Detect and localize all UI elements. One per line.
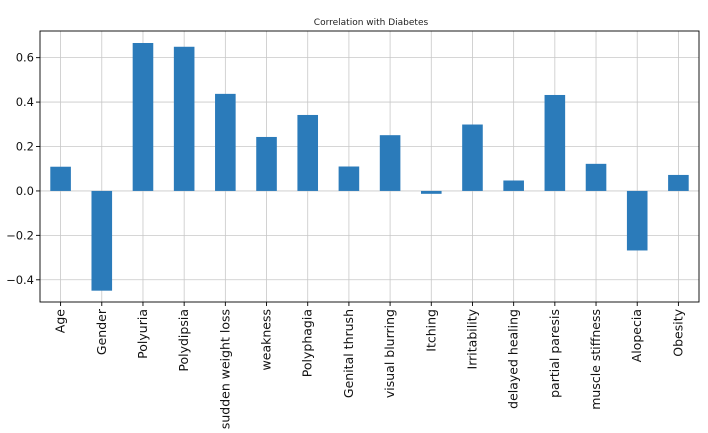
bar-polyuria: [132, 42, 154, 191]
bar-age: [50, 166, 71, 191]
bar-polydipsia: [173, 46, 195, 191]
x-tick-label: Irritability: [464, 308, 479, 369]
bar-visual-blurring: [379, 135, 401, 191]
x-tick-label: Alopecia: [629, 309, 644, 362]
bar-gender: [91, 190, 113, 291]
bar-delayed-healing: [503, 180, 524, 191]
x-tick-label: Obesity: [670, 308, 685, 356]
bar-sudden-weight-loss: [215, 93, 236, 191]
x-tick-label: Polyphagia: [300, 309, 315, 377]
bar-alopecia: [626, 190, 648, 251]
y-tick-label: 0.4: [16, 95, 34, 109]
x-tick-label: partial paresis: [547, 309, 562, 398]
x-tick-label: Gender: [94, 308, 109, 355]
bar-genital-thrush: [338, 166, 360, 191]
x-tick-label: Itching: [423, 309, 438, 352]
y-tick-label: 0.6: [16, 51, 34, 65]
bar-partial-paresis: [544, 94, 566, 191]
x-axis: Age Gender Polyuria Polydipsia sudden weight…: [53, 302, 685, 429]
y-tick-label: 0.0: [16, 184, 34, 198]
x-tick-label: sudden weight loss: [217, 309, 232, 429]
x-tick-label: Age: [53, 309, 68, 333]
x-tick-label: delayed healing: [506, 309, 521, 409]
bar-irritability: [462, 124, 483, 191]
chart-title: Correlation with Diabetes: [314, 18, 429, 28]
y-tick-label: −0.2: [6, 228, 34, 242]
x-tick-label: visual blurring: [382, 309, 397, 398]
bar-weakness: [256, 136, 277, 191]
y-axis: −0.4 −0.2 0.0 0.2 0.4 0.6: [6, 51, 40, 287]
x-tick-label: muscle stiffness: [588, 309, 603, 410]
bar-obesity: [668, 174, 689, 191]
y-tick-label: 0.2: [16, 140, 34, 154]
x-tick-label: Polyuria: [135, 309, 150, 359]
x-tick-label: Genital thrush: [341, 309, 356, 398]
bar-itching: [420, 190, 442, 194]
x-tick-label: Polydipsia: [176, 309, 191, 372]
bar-polyphagia: [297, 114, 319, 191]
bars: [50, 42, 689, 291]
bar-muscle-stiffness: [585, 163, 607, 191]
y-tick-label: −0.4: [6, 273, 34, 287]
plot-frame: [39, 30, 700, 303]
x-tick-label: weakness: [259, 309, 274, 370]
